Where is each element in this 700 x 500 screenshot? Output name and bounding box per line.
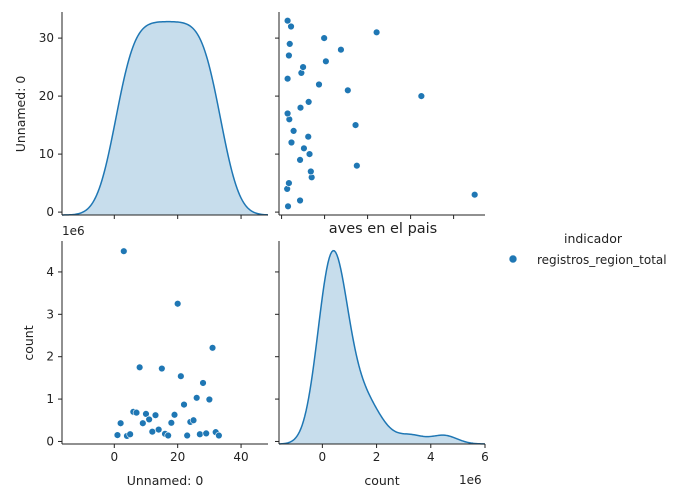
data-point — [180, 400, 188, 409]
legend-title: indicador — [564, 231, 623, 246]
data-point — [299, 63, 307, 71]
data-point — [158, 364, 166, 373]
data-point — [283, 74, 292, 83]
data-point — [205, 395, 214, 404]
y-count-tick-label: 2 — [46, 350, 54, 364]
data-point — [142, 410, 150, 418]
data-point — [151, 411, 160, 419]
legend-label: registros_region_total — [537, 253, 667, 267]
data-point — [167, 419, 176, 427]
data-point — [283, 17, 292, 25]
data-point — [305, 150, 314, 158]
x-count-tick-label: 0 — [319, 450, 327, 464]
data-point — [289, 127, 298, 135]
data-point — [344, 86, 352, 95]
data-point — [208, 344, 217, 352]
data-point — [337, 45, 345, 54]
data-point — [199, 379, 207, 387]
legend-marker — [508, 254, 518, 264]
y-count-tick-label: 3 — [46, 307, 54, 321]
data-point — [285, 179, 293, 187]
y-count-tick-label: 0 — [46, 434, 54, 448]
y-count-tick-label: 1 — [46, 392, 54, 406]
legend: indicador registros_region_total — [508, 231, 667, 267]
data-point — [116, 419, 125, 427]
kde-line — [278, 249, 486, 445]
data-point — [189, 416, 198, 424]
panel-unnamed-kde: 0 10 20 30 — [39, 12, 269, 219]
data-point — [286, 40, 294, 48]
x-unnamed-tick-label: 0 — [110, 450, 118, 464]
data-point — [300, 144, 308, 153]
chart-title: aves en el pais — [329, 221, 438, 237]
data-point — [139, 419, 147, 427]
data-point — [183, 431, 191, 440]
data-point — [296, 156, 304, 164]
y-axis-label-unnamed: Unnamed: 0 — [13, 76, 28, 153]
data-point — [215, 431, 223, 440]
data-point — [126, 430, 134, 438]
data-point — [284, 202, 292, 211]
x-axis-label-count: count — [364, 473, 399, 488]
data-point — [304, 133, 312, 141]
data-point — [173, 300, 182, 308]
data-point — [148, 428, 157, 436]
panel-count-kde: 0 2 4 6 — [275, 241, 489, 464]
data-point — [120, 247, 128, 255]
data-point — [296, 196, 304, 205]
y-unnamed-tick-label: 20 — [39, 89, 54, 103]
y-axis-label-count: count — [21, 325, 36, 360]
y-count-tick-label: 4 — [46, 265, 54, 279]
data-point — [135, 363, 144, 371]
data-point — [417, 92, 426, 100]
data-point — [296, 103, 305, 112]
data-point — [315, 80, 323, 89]
x-offset-label-count: 1e6 — [459, 473, 482, 487]
data-point — [170, 411, 179, 419]
data-point — [177, 372, 185, 380]
data-point — [202, 429, 210, 438]
x-axis-label-unnamed: Unnamed: 0 — [127, 473, 204, 488]
y-unnamed-tick-label: 0 — [46, 205, 54, 219]
data-point — [372, 28, 381, 36]
data-point — [164, 431, 172, 440]
y-offset-label-count: 1e6 — [62, 224, 85, 238]
data-point — [196, 430, 204, 438]
data-point — [285, 51, 293, 60]
data-point — [304, 98, 313, 106]
data-point — [322, 57, 330, 65]
data-point — [132, 408, 141, 417]
x-unnamed-tick-label: 40 — [233, 450, 248, 464]
data-point — [192, 394, 201, 402]
data-point — [287, 22, 295, 31]
x-count-tick-label: 2 — [373, 450, 381, 464]
data-point — [307, 167, 315, 176]
panel-unnamed-vs-count — [275, 12, 485, 219]
data-point — [351, 121, 360, 129]
data-point — [113, 431, 122, 439]
kde-fill — [279, 250, 485, 444]
data-point — [320, 34, 328, 42]
data-point — [283, 109, 292, 118]
kde-line — [61, 20, 269, 216]
data-point — [353, 162, 361, 170]
data-point — [287, 138, 296, 147]
kde-fill — [62, 21, 268, 216]
y-unnamed-tick-label: 30 — [39, 31, 54, 45]
x-unnamed-tick-label: 20 — [170, 450, 185, 464]
y-unnamed-tick-label: 10 — [39, 147, 54, 161]
data-point — [470, 191, 479, 199]
data-point — [145, 415, 153, 424]
x-count-tick-label: 6 — [481, 450, 489, 464]
data-point — [154, 425, 163, 434]
x-count-tick-label: 4 — [427, 450, 435, 464]
